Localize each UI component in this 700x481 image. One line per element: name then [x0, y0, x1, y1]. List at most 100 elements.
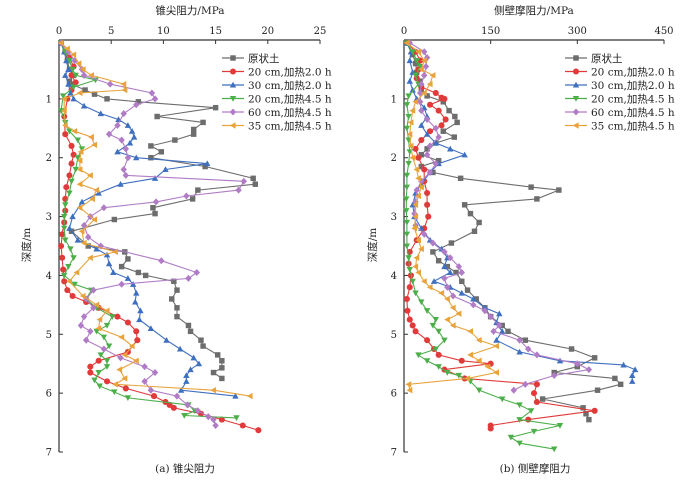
panel-a-series-4-point: [185, 274, 192, 282]
panel-b-series-4-point: [441, 248, 448, 256]
panel-a-series-0-point: [250, 175, 256, 182]
panel-a-legend-marker: [229, 81, 237, 88]
panel-a-series-5-point: [121, 351, 128, 359]
panel-b-series-4-point: [444, 283, 451, 291]
panel-a-series-0-point: [187, 328, 194, 335]
panel-b-series-5-point: [484, 363, 491, 370]
panel-a-series-2-point: [110, 269, 117, 276]
panel-a-series-1-point: [150, 393, 158, 400]
panel-b-series-1-point: [403, 295, 410, 303]
panel-a-series-0-point: [195, 187, 201, 193]
panel-a-series-2-point: [66, 225, 73, 231]
panel-a-series-3-point: [93, 328, 100, 335]
panel-b-series-0-point: [522, 337, 529, 343]
panel-a-series-0-point: [85, 243, 91, 249]
panel-b-series-2-point: [406, 78, 413, 84]
panel-b-legend-marker: [572, 81, 580, 88]
panel-b-series-0-point: [473, 296, 479, 302]
panel-a-series-3-point: [65, 264, 72, 270]
panel-b-legend-marker: [572, 108, 580, 116]
panel-a-series-4-point: [205, 413, 212, 421]
panel-b-series-1-point: [435, 351, 442, 358]
panel-a-series-3-point: [100, 334, 108, 341]
panel-a-series-4-point: [194, 407, 202, 415]
panel-b-series-5-point: [413, 254, 420, 261]
panel-a-legend-marker: [229, 122, 236, 129]
panel-a-legend-label: 60 cm,加热4.5 h: [248, 106, 332, 119]
panel-a-series-3-line: [60, 42, 237, 419]
panel-a-series-1-point: [70, 151, 77, 158]
panel-a-series-3-point: [95, 369, 102, 376]
panel-a-series-1-point: [239, 422, 246, 429]
panel-b-series-1-point: [409, 322, 416, 329]
panel-a-series-3-point: [70, 255, 77, 261]
panel-a-series-3-point: [78, 146, 86, 153]
panel-a-series-0-point: [68, 81, 75, 87]
panel-b-series-0-point: [446, 107, 452, 114]
panel-a-series-4-point: [240, 177, 247, 185]
panel-b-series-0-point: [471, 228, 478, 235]
panel-b-series-0-point: [528, 184, 534, 190]
panel-b-series-0-point: [424, 146, 430, 152]
panel-a-series-5-point: [89, 195, 95, 203]
panel-a-series-4-point: [151, 369, 159, 377]
panel-b-series-2-point: [406, 57, 413, 64]
panel-a-series-0-point: [198, 337, 204, 343]
panel-a-series-4-point: [100, 204, 108, 212]
panel-b-series-0-point: [440, 99, 447, 105]
panel-b-series-4-point: [432, 160, 439, 168]
panel-b-series-5-point: [409, 107, 416, 114]
panel-a-series-1-point: [59, 254, 66, 261]
panel-a-series-5-point: [76, 181, 83, 188]
panel-a-y-tick-label: 6: [46, 389, 52, 400]
panel-b-series-5-point: [418, 183, 424, 191]
panel-b-series-3-point: [455, 372, 463, 379]
panel-b-legend-marker: [572, 95, 580, 102]
panel-b-series-1-point: [421, 166, 428, 173]
panel-a-series-0-point: [125, 256, 131, 262]
panel-a-series-0-point: [212, 104, 219, 111]
panel-b-series-1-point: [424, 189, 431, 197]
panel-a-series-2-point: [133, 289, 140, 296]
panel-b-series-2-point: [441, 263, 448, 270]
panel-b-series-5-point: [421, 57, 427, 64]
panel-b-series-5-point: [411, 225, 417, 232]
panel-a-series-5-point: [75, 60, 82, 67]
panel-b-series-5-point: [412, 201, 419, 208]
panel-b-series-5-point: [426, 80, 433, 88]
panel-a-series-2-point: [204, 160, 211, 167]
panel-b-series-5-point: [415, 236, 422, 244]
panel-a-series-2-point: [183, 372, 190, 379]
panel-a-series-4-point: [80, 313, 88, 321]
panel-a-series-0-point: [210, 369, 217, 376]
panel-b-series-4-point: [426, 168, 434, 176]
panel-b-series-2-point: [470, 295, 477, 302]
panel-a-series-3-point: [109, 314, 116, 320]
panel-b-series-3-point: [516, 440, 523, 447]
panel-a-series-2-point: [132, 298, 139, 305]
panel-a-series-5: [57, 39, 253, 400]
panel-a-series-3-point: [103, 364, 111, 370]
panel-b-series-3-point: [403, 196, 410, 203]
panel-a-series-0-point: [190, 126, 197, 133]
panel-a-series-3-point: [181, 412, 188, 419]
panel-b-series-3-point: [403, 125, 411, 132]
panel-b-series-0-point: [453, 269, 459, 276]
panel-b-series-3-point: [403, 184, 411, 191]
panel-a-series-4-point: [151, 95, 159, 103]
panel-a-y-tick-label: 5: [46, 330, 52, 341]
panel-b-series-3-point: [530, 428, 538, 435]
panel-a-series-3-point: [70, 84, 77, 91]
panel-b-legend-label: 35 cm,加热4.5 h: [591, 120, 675, 133]
panel-a-series-0-point: [150, 205, 156, 211]
panel-a-series-0-point: [104, 96, 110, 102]
panel-b-series-4-point: [418, 80, 425, 88]
panel-b-series-4-point: [426, 142, 434, 150]
panel-b-series-0-point: [612, 375, 618, 382]
panel-b-x-tick-label: 0: [401, 26, 407, 37]
panel-a-series-5-point: [93, 301, 100, 309]
panel-b-legend-marker: [573, 55, 579, 61]
panel-a-series-2-point: [187, 366, 194, 373]
panel-a-series-3-point: [103, 358, 111, 364]
panel-b-series-5-point: [413, 166, 420, 173]
